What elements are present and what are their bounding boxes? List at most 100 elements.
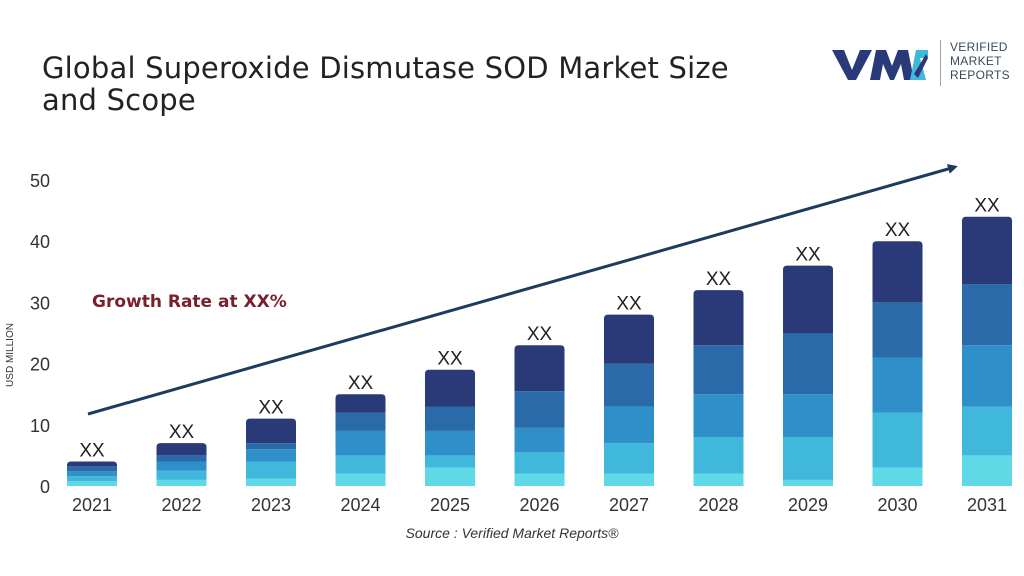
bar-segment	[156, 470, 207, 480]
bar-segment	[693, 290, 744, 346]
bar-segment	[425, 455, 475, 468]
logo-line-2: MARKET	[950, 54, 1002, 68]
bar-segment	[156, 455, 207, 462]
bar-segment	[335, 394, 386, 413]
data-label: XX	[169, 422, 195, 443]
bar-segment	[783, 333, 833, 395]
x-tick-label: 2029	[788, 495, 828, 515]
bar-segment	[425, 430, 475, 456]
bar-2028	[693, 290, 744, 486]
bar-2027	[604, 314, 654, 486]
bar-segment	[335, 455, 386, 474]
data-label: XX	[616, 294, 642, 315]
bar-segment	[693, 437, 744, 474]
source-note: Source : Verified Market Reports®	[405, 525, 619, 541]
x-tick-label: 2031	[967, 495, 1007, 515]
x-tick-label: 2026	[519, 495, 559, 515]
bar-segment	[872, 302, 923, 358]
bar-2030	[872, 241, 923, 486]
bar-segment	[425, 467, 475, 486]
bar-segment	[335, 430, 386, 456]
data-label: XX	[885, 220, 911, 241]
data-label: XX	[258, 398, 284, 419]
trend-arrow	[87, 164, 958, 416]
bar-segment	[693, 394, 744, 438]
bar-segment	[783, 437, 833, 480]
data-label: XX	[348, 373, 374, 394]
bar-2031	[962, 216, 1012, 486]
bar-2024	[335, 394, 386, 486]
y-tick-label: 40	[30, 232, 50, 252]
x-axis: 2021 2022 2023 2024 2025 2026 2027 2028 2029 2030…	[72, 495, 1007, 515]
bar-2022	[156, 443, 207, 486]
bar-segment	[872, 412, 923, 468]
vmr-logo-icon	[832, 50, 928, 80]
bar-segment	[67, 481, 117, 486]
bar-segment	[246, 461, 296, 479]
bar-segment	[962, 406, 1012, 456]
bar-2023	[246, 418, 296, 486]
bar-segment	[514, 345, 565, 392]
vmr-logo: VERIFIED MARKET REPORTS	[830, 40, 1020, 90]
chart-title: Global Superoxide Dismutase SOD Market S…	[42, 51, 729, 117]
bar-segment	[604, 363, 654, 407]
logo-wordmark: VERIFIED MARKET REPORTS	[950, 40, 1020, 82]
bar-segment	[246, 478, 296, 486]
growth-rate-annotation: Growth Rate at XX%	[92, 292, 287, 312]
bar-segment	[246, 418, 296, 444]
bar-segment	[872, 241, 923, 303]
bar-segment	[783, 479, 833, 486]
annotation-group: Growth Rate at XX%	[92, 292, 287, 312]
y-tick-label: 50	[30, 171, 50, 191]
bar-2026	[514, 345, 565, 486]
x-tick-label: 2024	[340, 495, 380, 515]
bar-segment	[246, 443, 296, 450]
x-tick-label: 2023	[251, 495, 291, 515]
bar-segment	[335, 412, 386, 431]
x-tick-label: 2025	[430, 495, 470, 515]
x-tick-label: 2022	[161, 495, 201, 515]
data-label: XX	[974, 196, 1000, 217]
bar-segment	[156, 461, 207, 471]
logo-line-3: REPORTS	[950, 68, 1010, 82]
bar-segment	[67, 466, 117, 472]
data-label: XX	[437, 349, 463, 370]
y-tick-label: 0	[40, 477, 50, 497]
bar-segment	[67, 471, 117, 477]
logo-line-1: VERIFIED	[950, 40, 1008, 54]
x-tick-label: 2027	[609, 495, 649, 515]
bar-segment	[156, 443, 207, 456]
y-tick-label: 30	[30, 293, 50, 313]
bar-segment	[425, 406, 475, 431]
x-tick-label: 2021	[72, 495, 112, 515]
bar-segment	[872, 467, 923, 486]
bar-segment	[783, 394, 833, 438]
bar-segment	[156, 479, 207, 486]
bar-segment	[962, 284, 1012, 346]
bar-segment	[604, 314, 654, 364]
x-tick-label: 2030	[877, 495, 917, 515]
bar-segment	[246, 449, 296, 462]
logo-divider	[940, 40, 941, 86]
bar-2025	[425, 369, 475, 486]
bar-segment	[962, 455, 1012, 486]
bar-segment	[514, 391, 565, 428]
bar-segment	[67, 476, 117, 482]
y-axis: 0 10 20 30 40 50	[30, 171, 50, 497]
bar-segment	[425, 369, 475, 407]
bar-segment	[604, 473, 654, 486]
y-axis-label: USD MILLION	[5, 323, 16, 387]
bar-segment	[604, 443, 654, 474]
bar-segment	[962, 216, 1012, 285]
bar-segment	[514, 427, 565, 453]
bar-segment	[783, 265, 833, 333]
bar-segment	[604, 406, 654, 444]
data-label: XX	[79, 441, 105, 462]
y-tick-label: 10	[30, 416, 50, 436]
bar-segment	[335, 473, 386, 486]
data-label: XX	[795, 245, 821, 266]
y-axis-label-group: USD MILLION	[5, 323, 16, 387]
y-tick-label: 20	[30, 355, 50, 375]
bar-segment	[514, 452, 565, 474]
